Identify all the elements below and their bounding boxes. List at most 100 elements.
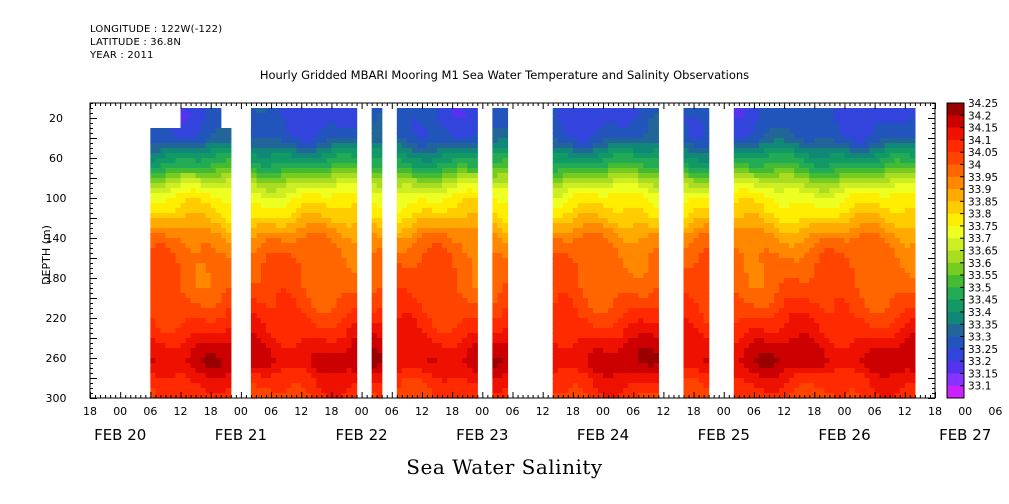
heatmap-cell [271,348,277,354]
heatmap-cell [175,373,182,379]
heatmap-cell [271,373,277,379]
heatmap-cell [215,268,222,274]
longitude-label: LONGITUDE : 122W(-122) [90,24,223,35]
heatmap-cell [341,178,348,184]
heatmap-cell [452,363,458,369]
heatmap-cell [165,188,172,194]
heatmap-cell [603,273,609,279]
heatmap-cell [190,148,197,154]
heatmap-cell [205,143,212,149]
heatmap-cell [442,298,448,304]
heatmap-cell [306,248,312,254]
heatmap-cell [306,118,312,124]
heatmap-cell [371,133,378,139]
heatmap-cell [557,353,564,359]
heatmap-cell [210,293,217,299]
heatmap-cell [281,183,287,189]
heatmap-cell [467,198,473,204]
heatmap-cell [255,388,262,394]
heatmap-cell [341,168,348,174]
heatmap-cell [160,298,167,304]
heatmap-cell [421,228,428,234]
heatmap-cell [432,243,438,249]
heatmap-cell [331,343,338,349]
heatmap-cell [341,348,348,354]
heatmap-cell [271,153,277,159]
heatmap-cell [215,253,222,259]
heatmap-cell [401,263,408,269]
heatmap-cell [623,123,629,129]
heatmap-cell [371,368,378,374]
heatmap-cell [411,378,418,384]
heatmap-cell [557,133,564,139]
heatmap-cell [618,213,624,219]
heatmap-cell [497,218,504,224]
heatmap-cell [351,163,358,169]
heatmap-cell [220,198,227,204]
heatmap-cell [291,308,297,314]
heatmap-cell [598,243,604,249]
heatmap-cell [155,163,162,169]
heatmap-cell [306,173,312,179]
heatmap-cell [205,268,212,274]
heatmap-cell [472,208,478,214]
heatmap-cell [291,183,297,189]
heatmap-cell [321,118,327,124]
heatmap-cell [225,363,232,369]
heatmap-cell [195,323,202,329]
heatmap-cell [598,178,604,184]
heatmap-cell [326,253,333,259]
heatmap-cell [281,333,287,339]
heatmap-cell [442,318,448,324]
heatmap-cell [603,198,609,204]
heatmap-cell [442,283,448,289]
heatmap-cell [562,328,569,334]
heatmap-cell [598,368,604,374]
heatmap-cell [190,318,197,324]
heatmap-cell [406,388,413,394]
heatmap-cell [301,183,307,189]
heatmap-cell [497,158,504,164]
heatmap-cell [587,243,594,249]
heatmap-cell [175,368,182,374]
heatmap-cell [336,318,343,324]
heatmap-cell [497,213,504,219]
heatmap-cell [426,223,433,229]
heatmap-cell [587,183,594,189]
heatmap-cell [225,303,232,309]
heatmap-cell [255,183,262,189]
heatmap-cell [286,133,292,139]
heatmap-cell [401,313,408,319]
heatmap-cell [447,293,453,299]
heatmap-cell [462,233,468,239]
heatmap-cell [150,213,156,219]
heatmap-cell [623,383,629,389]
heatmap-cell [316,233,322,239]
heatmap-cell [281,113,287,119]
heatmap-cell [562,273,569,279]
heatmap-cell [190,123,197,129]
heatmap-cell [572,363,579,369]
heatmap-cell [421,213,428,219]
heatmap-cell [582,253,589,259]
heatmap-cell [346,218,353,224]
heatmap-cell [562,203,569,209]
heatmap-cell [562,153,569,159]
heatmap-cell [225,208,232,214]
heatmap-cell [336,258,343,264]
heatmap-cell [618,323,624,329]
heatmap-cell [552,193,559,199]
heatmap-cell [502,208,509,214]
heatmap-cell [210,188,217,194]
heatmap-cell [502,213,509,219]
heatmap-cell [276,138,282,144]
heatmap-cell [421,233,428,239]
heatmap-cell [592,303,599,309]
heatmap-cell [331,248,338,254]
heatmap-cell [437,198,443,204]
heatmap-cell [406,253,413,259]
heatmap-cell [276,318,282,324]
heatmap-cell [618,248,624,254]
heatmap-cell [190,388,197,394]
heatmap-cell [225,268,232,274]
